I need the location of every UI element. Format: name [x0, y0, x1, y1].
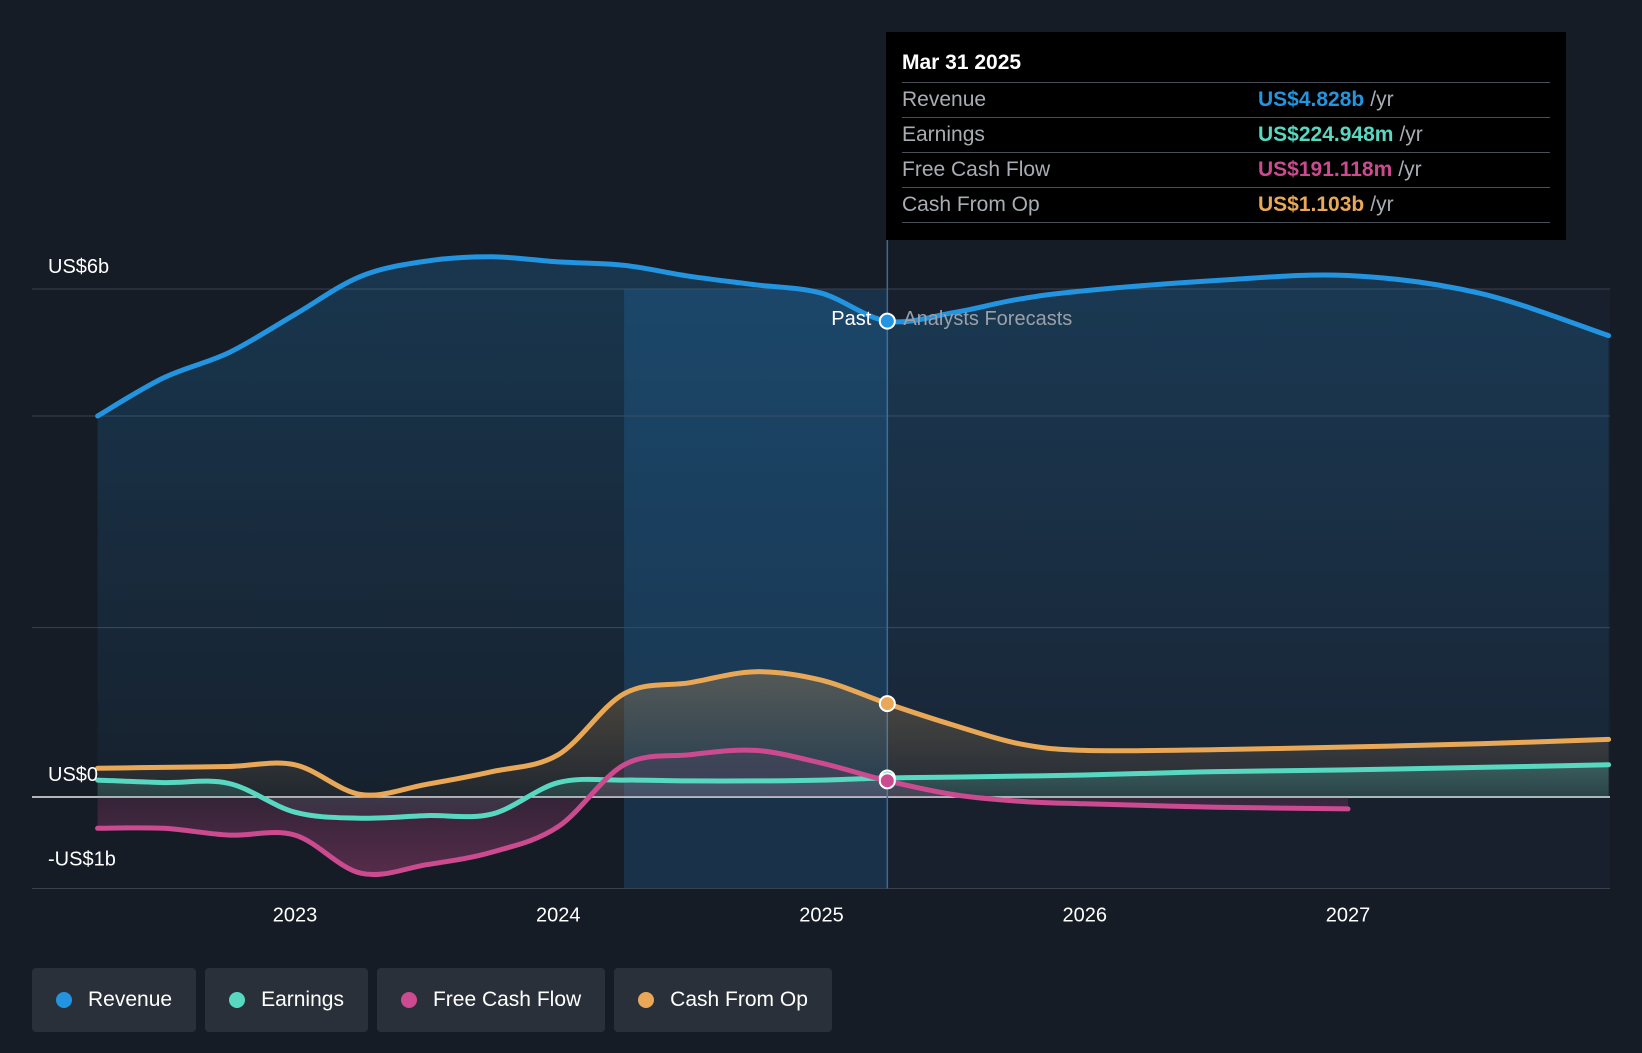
cash-from-op-line: [95, 669, 1612, 798]
x-tick-label: 2024: [536, 904, 581, 926]
legend-label: Earnings: [261, 988, 344, 1011]
y-axis-label: US$6b: [48, 256, 109, 278]
tooltip-row-cash-from-op: Cash From Op US$1.103b /yr: [902, 188, 1550, 223]
legend-label: Free Cash Flow: [432, 988, 582, 1011]
tooltip-row-free-cash-flow: Free Cash Flow US$191.118m /yr: [902, 153, 1550, 188]
tooltip-panel: Mar 31 2025 Revenue US$4.828b /yr Earnin…: [886, 32, 1566, 240]
forecast-label: Analysts Forecasts: [903, 308, 1072, 330]
legend-dot-icon: [229, 992, 246, 1008]
tooltip-name: Earnings: [902, 123, 985, 146]
past-label: Past: [831, 308, 871, 330]
legend-label: Cash From Op: [670, 988, 808, 1011]
tooltip-unit: /yr: [1399, 123, 1423, 146]
legend-item-free-cash-flow[interactable]: Free Cash Flow: [376, 968, 606, 1032]
free-cash-flow-line: [95, 747, 1351, 878]
revenue-marker: [878, 312, 896, 330]
legend-dot-icon: [400, 992, 417, 1008]
cash-from-op-area: [97, 671, 1609, 797]
cash-from-op-marker: [878, 695, 896, 713]
tooltip-value: US$4.828b: [1258, 88, 1365, 111]
legend-dot-icon: [638, 992, 655, 1008]
legend: Revenue Earnings Free Cash Flow Cash Fro…: [32, 968, 832, 1032]
free-cash-flow-area: [97, 750, 1349, 875]
tooltip-value: US$224.948m: [1258, 123, 1394, 146]
legend-label: Revenue: [88, 988, 173, 1011]
tooltip-name: Cash From Op: [902, 193, 1040, 216]
y-axis-label: US$0: [48, 764, 98, 786]
y-axis-label: -US$1b: [48, 849, 116, 871]
x-tick-label: 2023: [273, 904, 318, 926]
tooltip-value: US$191.118m: [1258, 158, 1393, 181]
x-tick-label: 2027: [1326, 904, 1371, 926]
legend-item-earnings[interactable]: Earnings: [205, 968, 368, 1032]
tooltip-name: Revenue: [902, 88, 987, 111]
free-cash-flow-marker: [878, 772, 896, 790]
tooltip-name: Free Cash Flow: [902, 158, 1051, 181]
tooltip-value: US$1.103b: [1258, 193, 1365, 216]
tooltip-row-earnings: Earnings US$224.948m /yr: [902, 118, 1550, 153]
tooltip-unit: /yr: [1370, 193, 1394, 216]
tooltip-date: Mar 31 2025: [902, 46, 1550, 83]
revenue-area: [97, 256, 1609, 797]
tooltip-row-revenue: Revenue US$4.828b /yr: [902, 83, 1550, 118]
tooltip-unit: /yr: [1370, 88, 1394, 111]
revenue-line: [95, 254, 1612, 419]
tooltip-unit: /yr: [1398, 158, 1422, 181]
earnings-line: [95, 762, 1612, 821]
legend-item-cash-from-op[interactable]: Cash From Op: [614, 968, 832, 1032]
x-tick-label: 2026: [1063, 904, 1108, 926]
legend-item-revenue[interactable]: Revenue: [32, 968, 197, 1032]
legend-dot-icon: [56, 992, 72, 1008]
x-tick-label: 2025: [799, 904, 844, 926]
